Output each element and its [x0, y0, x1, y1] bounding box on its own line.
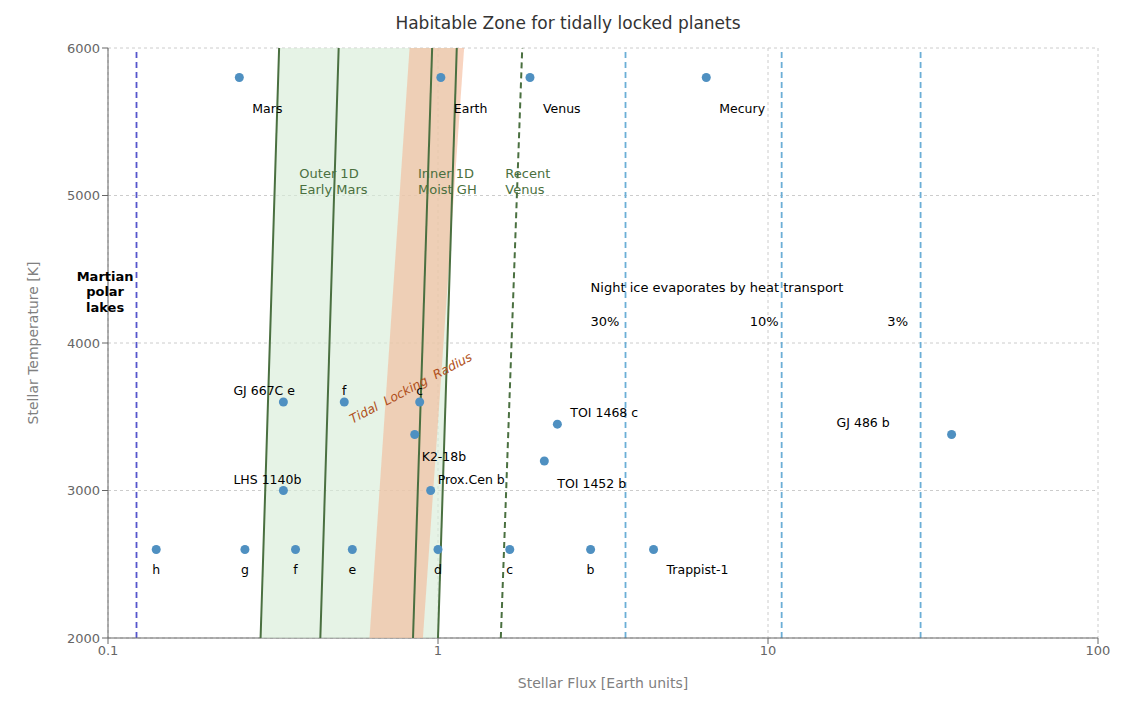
- svg-text:Trappist-1: Trappist-1: [666, 561, 729, 576]
- svg-text:Stellar Flux [Earth units]: Stellar Flux [Earth units]: [518, 675, 688, 691]
- svg-text:b: b: [587, 561, 595, 576]
- svg-text:Venus: Venus: [543, 100, 581, 115]
- svg-text:10%: 10%: [750, 313, 779, 328]
- svg-text:Outer 1DEarly Mars: Outer 1DEarly Mars: [299, 165, 367, 196]
- svg-text:e: e: [348, 561, 356, 576]
- svg-text:3000: 3000: [67, 483, 100, 498]
- svg-text:Earth: Earth: [454, 100, 488, 115]
- svg-text:3%: 3%: [887, 313, 908, 328]
- svg-text:6000: 6000: [67, 41, 100, 56]
- svg-text:Mars: Mars: [252, 100, 282, 115]
- svg-text:30%: 30%: [591, 313, 620, 328]
- svg-text:GJ 486 b: GJ 486 b: [837, 415, 890, 430]
- svg-text:c: c: [506, 561, 513, 576]
- svg-text:0.1: 0.1: [98, 643, 119, 658]
- svg-text:LHS 1140b: LHS 1140b: [233, 471, 301, 486]
- svg-text:f: f: [293, 561, 298, 576]
- svg-text:Tidal Locking Radius: Tidal Locking Radius: [347, 348, 475, 425]
- svg-text:10: 10: [760, 643, 777, 658]
- html-text:Habitable Zone for tidally loc: Habitable Zone for tidally locked planet…: [395, 13, 741, 33]
- svg-text:K2-18b: K2-18b: [422, 449, 467, 464]
- svg-text:5000: 5000: [67, 188, 100, 203]
- svg-text:1: 1: [434, 643, 442, 658]
- svg-text:GJ 667C e: GJ 667C e: [233, 383, 295, 398]
- svg-text:RecentVenus: RecentVenus: [505, 165, 550, 196]
- svg-text:Martianpolarlakes: Martianpolarlakes: [77, 268, 134, 314]
- svg-text:100: 100: [1086, 643, 1111, 658]
- svg-text:TOI 1468 c: TOI 1468 c: [569, 405, 638, 420]
- svg-text:Night ice evaporates by heat t: Night ice evaporates by heat transport: [591, 279, 844, 294]
- svg-text:h: h: [152, 561, 160, 576]
- svg-text:2000: 2000: [67, 631, 100, 646]
- svg-text:4000: 4000: [67, 336, 100, 351]
- svg-text:Inner 1DMoist GH: Inner 1DMoist GH: [418, 165, 477, 196]
- svg-text:Mecury: Mecury: [719, 100, 765, 115]
- svg-text:d: d: [434, 561, 442, 576]
- svg-text:Stellar Temperature [K]: Stellar Temperature [K]: [25, 262, 41, 425]
- svg-text:TOI 1452 b: TOI 1452 b: [556, 476, 626, 491]
- svg-text:f: f: [342, 383, 347, 398]
- svg-text:Prox.Cen b: Prox.Cen b: [438, 471, 505, 486]
- svg-text:g: g: [241, 561, 249, 576]
